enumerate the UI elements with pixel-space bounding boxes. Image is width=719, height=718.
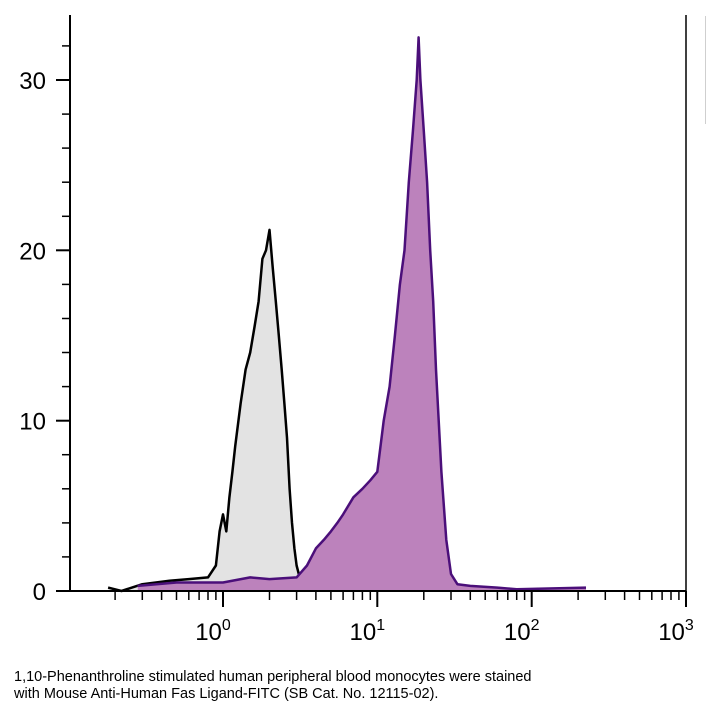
x-tick-label: 100 bbox=[195, 617, 231, 646]
series-1-line bbox=[107, 228, 317, 593]
y-tick-label: 30 bbox=[19, 68, 46, 95]
series-2-area bbox=[137, 37, 586, 591]
series-layer bbox=[107, 36, 587, 593]
x-tick-label: 103 bbox=[658, 617, 694, 646]
figure-caption: 1,10-Phenanthroline stimulated human per… bbox=[14, 669, 714, 703]
ticks-layer bbox=[56, 45, 687, 607]
caption-line-1: 1,10-Phenanthroline stimulated human per… bbox=[14, 669, 532, 685]
series-2-line bbox=[137, 36, 587, 591]
x-tick-exponent: 2 bbox=[531, 617, 540, 634]
x-tick-base: 10 bbox=[195, 619, 222, 646]
y-tick-label: 0 bbox=[33, 579, 46, 606]
x-tick-label: 101 bbox=[349, 617, 385, 646]
y-tick-label: 20 bbox=[19, 238, 46, 265]
x-tick-exponent: 3 bbox=[685, 617, 694, 634]
series-1-area bbox=[108, 229, 316, 591]
x-tick-base: 10 bbox=[349, 619, 376, 646]
y-tick-label: 10 bbox=[19, 409, 46, 436]
caption-line-2: with Mouse Anti-Human Fas Ligand-FITC (S… bbox=[14, 686, 439, 702]
x-tick-base: 10 bbox=[504, 619, 531, 646]
legend-stub bbox=[705, 16, 716, 124]
x-tick-exponent: 1 bbox=[376, 617, 385, 634]
x-tick-exponent: 0 bbox=[222, 617, 231, 634]
x-tick-label: 102 bbox=[504, 617, 540, 646]
x-tick-base: 10 bbox=[658, 619, 685, 646]
